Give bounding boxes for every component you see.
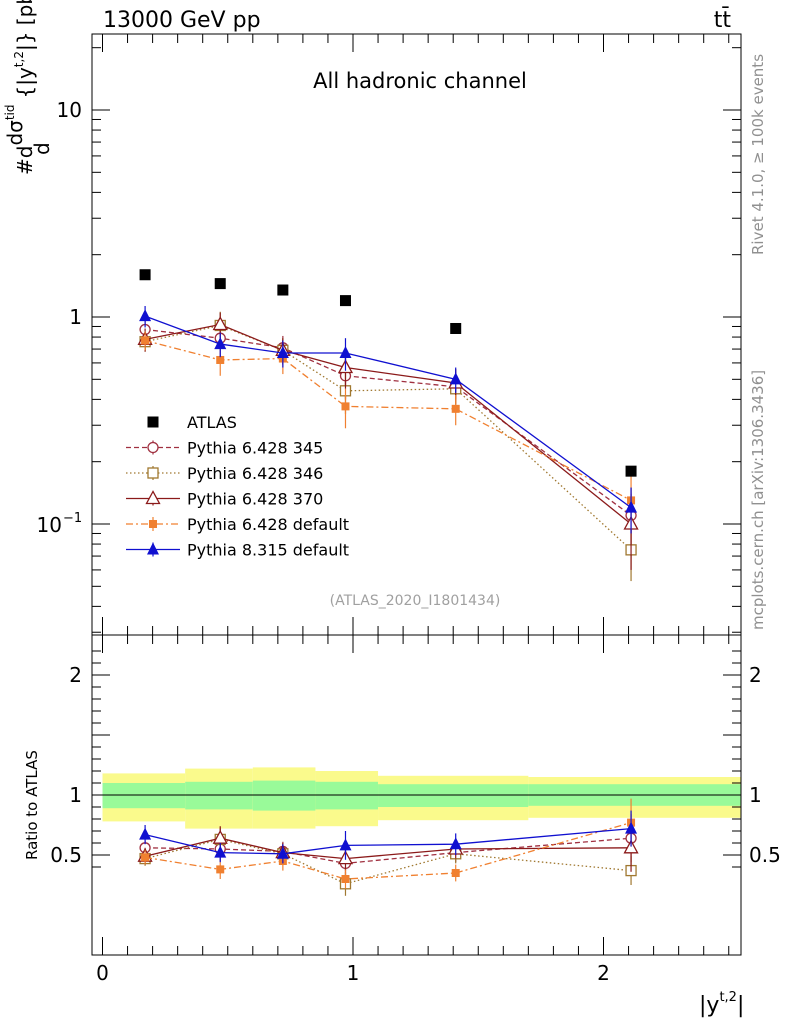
ratio-uncertainty-bands (92, 767, 741, 829)
ratio-y-tick-label-right: 1 (749, 783, 762, 807)
ratio-point (339, 838, 352, 851)
legend-entry-p345: Pythia 6.428 345 (126, 439, 323, 458)
ratio-point (451, 869, 460, 877)
x-tick-label: 2 (597, 961, 610, 985)
analysis-id-label: (ATLAS_2020_I1801434) (330, 593, 501, 609)
legend-entry-p370: Pythia 6.428 370 (126, 490, 323, 509)
ratio-y-tick-label: 1 (69, 783, 82, 807)
ratio-point (276, 846, 289, 859)
ratio-y-tick-label: 2 (69, 663, 82, 687)
ratio-inner-band (315, 781, 379, 810)
series-line-p346 (144, 324, 632, 551)
legend-marker (147, 542, 159, 555)
ratio-frame (91, 634, 742, 956)
data-point (449, 372, 462, 385)
data-point (339, 346, 352, 359)
main-y-tick-label: 10 (57, 98, 82, 122)
legend-marker (149, 520, 157, 528)
series-line-p345 (145, 328, 632, 516)
data-point (216, 355, 225, 364)
data-point (214, 278, 226, 290)
legend-label: Pythia 6.428 346 (187, 464, 323, 483)
legend-entry-p346: Pythia 6.428 346 (126, 464, 323, 483)
data-point (214, 337, 227, 350)
legend-label: Pythia 6.428 345 (187, 439, 323, 458)
ratio-line-p370 (144, 837, 632, 860)
main-series-atlas (139, 269, 637, 477)
x-axis-label: |yt,2| (699, 990, 744, 1018)
data-point (276, 346, 289, 359)
ratio-y-axis-label: Ratio to ATLAS (23, 750, 41, 860)
legend-marker (147, 416, 159, 428)
ratio-inner-band (252, 780, 316, 811)
series-line-p370 (144, 323, 632, 525)
ratio-point (449, 837, 462, 850)
ratio-line-p345 (145, 837, 632, 865)
data-point (141, 336, 150, 345)
legend-marker (147, 467, 159, 479)
series-line-p8 (144, 315, 632, 509)
series-line-pdef6 (144, 339, 632, 501)
legend-label: Pythia 6.428 default (187, 515, 349, 534)
legend-marker (147, 441, 159, 454)
ratio-point (141, 853, 150, 862)
main-series-pdef6 (141, 331, 636, 534)
data-point (625, 465, 637, 477)
data-point (450, 322, 462, 334)
data-point (277, 284, 289, 296)
svg-text:d: d (30, 142, 54, 155)
main-series-p8 (139, 306, 638, 534)
ratio-y-tick-label: 0.5 (50, 843, 82, 867)
main-y-tick-label: 10 (37, 513, 62, 537)
ratio-point (341, 875, 350, 883)
process-label: tt̄ (714, 7, 732, 33)
ratio-point (625, 821, 638, 834)
legend-entry-atlas: ATLAS (147, 413, 237, 432)
ratio-y-tick-label-right: 0.5 (749, 843, 781, 867)
ratio-inner-band (378, 784, 529, 807)
ratio-series-p8 (139, 810, 638, 864)
legend-label: Pythia 8.315 default (187, 541, 349, 560)
ratio-series-pdef6 (141, 798, 636, 889)
data-point (451, 404, 460, 413)
legend: ATLAS Pythia 6.428 345 Pythia 6.428 346 Pyt… (126, 413, 349, 560)
legend-label: ATLAS (187, 413, 237, 432)
ratio-point (214, 845, 227, 858)
source-label: mcplots.cern.ch [arXiv:1306.3436] (749, 370, 767, 630)
legend-entry-p8: Pythia 8.315 default (126, 541, 349, 560)
ratio-series-group (137, 798, 639, 896)
ratio-series-p346 (139, 827, 637, 896)
ratio-point (139, 827, 152, 840)
channel-label: All hadronic channel (313, 69, 527, 93)
energy-label: 13000 GeV pp (103, 8, 261, 33)
main-y-tick-exponent: −1 (63, 511, 82, 526)
data-point (339, 295, 351, 307)
ratio-inner-band (185, 781, 253, 810)
main-y-axis-label: #ddσtid{|yt,2|} [pb] d (3, 0, 54, 175)
legend-marker (145, 490, 161, 505)
legend-entry-pdef6: Pythia 6.428 default (126, 515, 349, 534)
ratio-point (623, 839, 639, 854)
legend-label: Pythia 6.428 370 (187, 490, 323, 509)
main-y-tick-label: 1 (69, 305, 82, 329)
data-point (212, 316, 228, 331)
x-tick-label: 0 (96, 961, 109, 985)
data-point (139, 309, 152, 322)
ratio-y-tick-label-right: 2 (749, 663, 762, 687)
ratio-inner-band (102, 783, 186, 809)
svg-text:|yt,2|: |yt,2| (699, 990, 744, 1018)
main-series-group (137, 269, 639, 582)
data-point (139, 269, 151, 281)
rivet-label: Rivet 4.1.0, ≥ 100k events (749, 54, 767, 255)
data-point (341, 402, 350, 411)
ratio-line-pdef6 (144, 821, 632, 880)
x-tick-label: 1 (347, 961, 360, 985)
ratio-line-p8 (144, 827, 632, 855)
data-point (625, 500, 638, 513)
ratio-point (216, 865, 225, 874)
ratio-line-p346 (144, 838, 632, 885)
